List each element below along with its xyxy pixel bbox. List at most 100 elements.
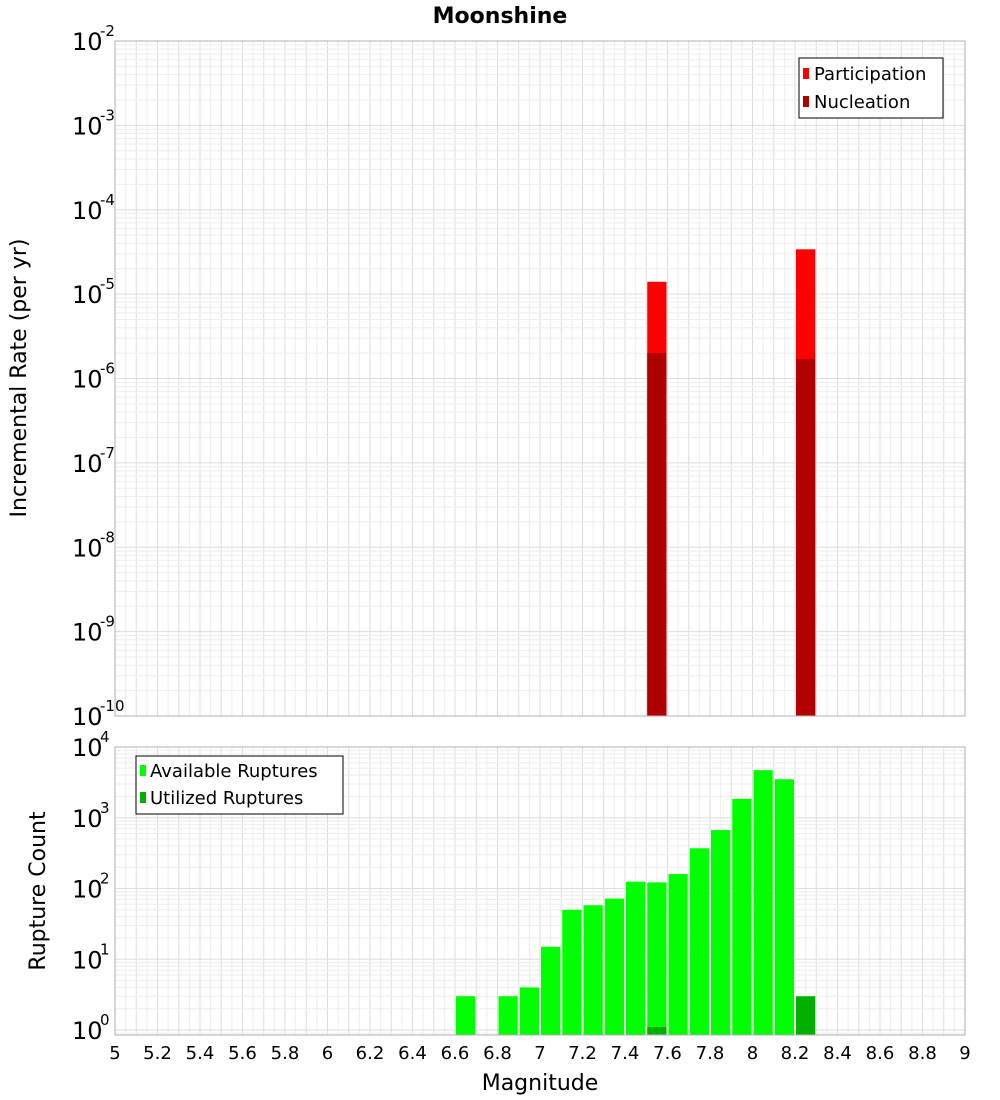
top-y-tick-labels: 10-210-310-410-510-610-710-810-910-10 [72,22,125,731]
x-tick-label: 8.8 [908,1043,937,1064]
legend-swatch-nucleation [803,96,809,107]
x-tick-label: 5.8 [271,1043,300,1064]
y-tick-label: 10-8 [72,528,115,562]
x-tick-label: 7.2 [568,1043,597,1064]
x-tick-label: 6.4 [398,1043,427,1064]
svg-text:2: 2 [100,870,110,888]
svg-text:10: 10 [72,805,103,833]
bar-available-ruptures [604,898,624,1035]
bar-available-ruptures [774,779,794,1035]
top-plot-area [114,40,966,717]
bar-available-ruptures [668,874,688,1035]
y-tick-label: 10-4 [72,191,115,225]
bar-available-ruptures [562,909,582,1035]
bar-nucleation [796,359,816,716]
x-tick-label: 8.2 [781,1043,810,1064]
bar-available-ruptures [519,987,539,1035]
svg-text:10: 10 [72,1017,103,1045]
bottom-legend: Available Ruptures Utilized Ruptures [135,755,344,815]
bottom-legend-box [135,755,344,815]
svg-text:10: 10 [72,112,103,140]
bar-utilized-ruptures [796,996,816,1035]
legend-swatch-utilized [140,792,146,803]
bar-available-ruptures [647,882,667,1035]
svg-text:-9: -9 [100,613,115,631]
y-tick-label: 100 [72,1011,110,1045]
x-tick-label: 7.6 [653,1043,682,1064]
bottom-bars [456,770,816,1035]
svg-text:-4: -4 [100,191,115,209]
svg-text:10: 10 [72,450,103,478]
y-tick-label: 102 [72,870,110,904]
y-tick-label: 10-6 [72,360,115,394]
svg-text:10: 10 [72,619,103,647]
svg-text:10: 10 [72,534,103,562]
bar-available-ruptures [626,881,646,1035]
y-tick-label: 10-9 [72,613,115,647]
svg-text:-5: -5 [100,275,115,293]
top-legend-box [798,57,944,119]
svg-text:-8: -8 [100,528,115,546]
y-tick-label: 10-7 [72,444,115,478]
x-tick-label: 6.8 [483,1043,512,1064]
x-tick-label: 9 [959,1043,970,1064]
bar-available-ruptures [753,770,773,1035]
x-tick-label: 6.6 [441,1043,470,1064]
svg-text:10: 10 [72,703,103,731]
top-legend: Participation Nucleation [798,57,944,119]
x-tick-label: 5.2 [143,1043,172,1064]
y-tick-label: 10-2 [72,22,115,56]
bottom-gridlines [114,746,966,1035]
svg-text:1: 1 [100,940,110,958]
x-tick-label: 6.2 [356,1043,385,1064]
svg-text:10: 10 [72,946,103,974]
top-gridlines [114,40,966,717]
y-tick-label: 101 [72,940,110,974]
chart-title: Moonshine [433,4,568,29]
bar-available-ruptures [541,946,561,1035]
svg-text:3: 3 [100,799,110,817]
legend-swatch-participation [803,68,809,79]
top-bars [647,249,816,716]
svg-text:10: 10 [72,28,103,56]
x-tick-label: 5.6 [228,1043,257,1064]
bottom-plot-area [114,746,966,1036]
svg-text:10: 10 [72,366,103,394]
bar-available-ruptures [689,848,709,1035]
x-tick-label: 6 [322,1043,333,1064]
y-tick-label: 104 [72,728,110,762]
svg-text:4: 4 [100,728,110,746]
svg-text:10: 10 [72,734,103,762]
svg-text:10: 10 [72,281,103,309]
bar-utilized-ruptures [647,1027,667,1035]
bar-nucleation [647,353,667,716]
x-tick-label: 7 [534,1043,545,1064]
y-tick-label: 10-3 [72,106,115,140]
x-tick-label: 5 [109,1043,120,1064]
x-tick-label: 7.4 [611,1043,640,1064]
bottom-y-axis-label: Rupture Count [26,811,51,971]
legend-label-participation: Participation [814,64,926,85]
y-tick-label: 103 [72,799,110,833]
x-tick-label: 5.4 [186,1043,215,1064]
y-tick-label: 10-10 [72,697,125,731]
legend-label-utilized: Utilized Ruptures [150,788,303,809]
svg-text:-7: -7 [100,444,115,462]
top-y-axis-label: Incremental Rate (per yr) [7,239,32,518]
bar-available-ruptures [456,996,476,1035]
svg-text:-3: -3 [100,106,115,124]
svg-text:0: 0 [100,1011,110,1029]
x-tick-label: 7.8 [696,1043,725,1064]
svg-text:-6: -6 [100,360,115,378]
legend-label-nucleation: Nucleation [814,92,910,113]
x-axis-label: Magnitude [482,1071,599,1096]
x-tick-label: 8.6 [866,1043,895,1064]
bar-available-ruptures [583,905,603,1035]
svg-text:10: 10 [72,876,103,904]
x-tick-label: 8 [747,1043,758,1064]
x-tick-labels: 5 5.2 5.4 5.6 5.8 6 6.2 6.4 6.6 6.8 7 7.2 7.4 7.6 7.8 8… [109,1043,970,1064]
bar-available-ruptures [498,996,518,1035]
legend-label-available: Available Ruptures [150,761,318,782]
legend-swatch-available [140,765,146,776]
